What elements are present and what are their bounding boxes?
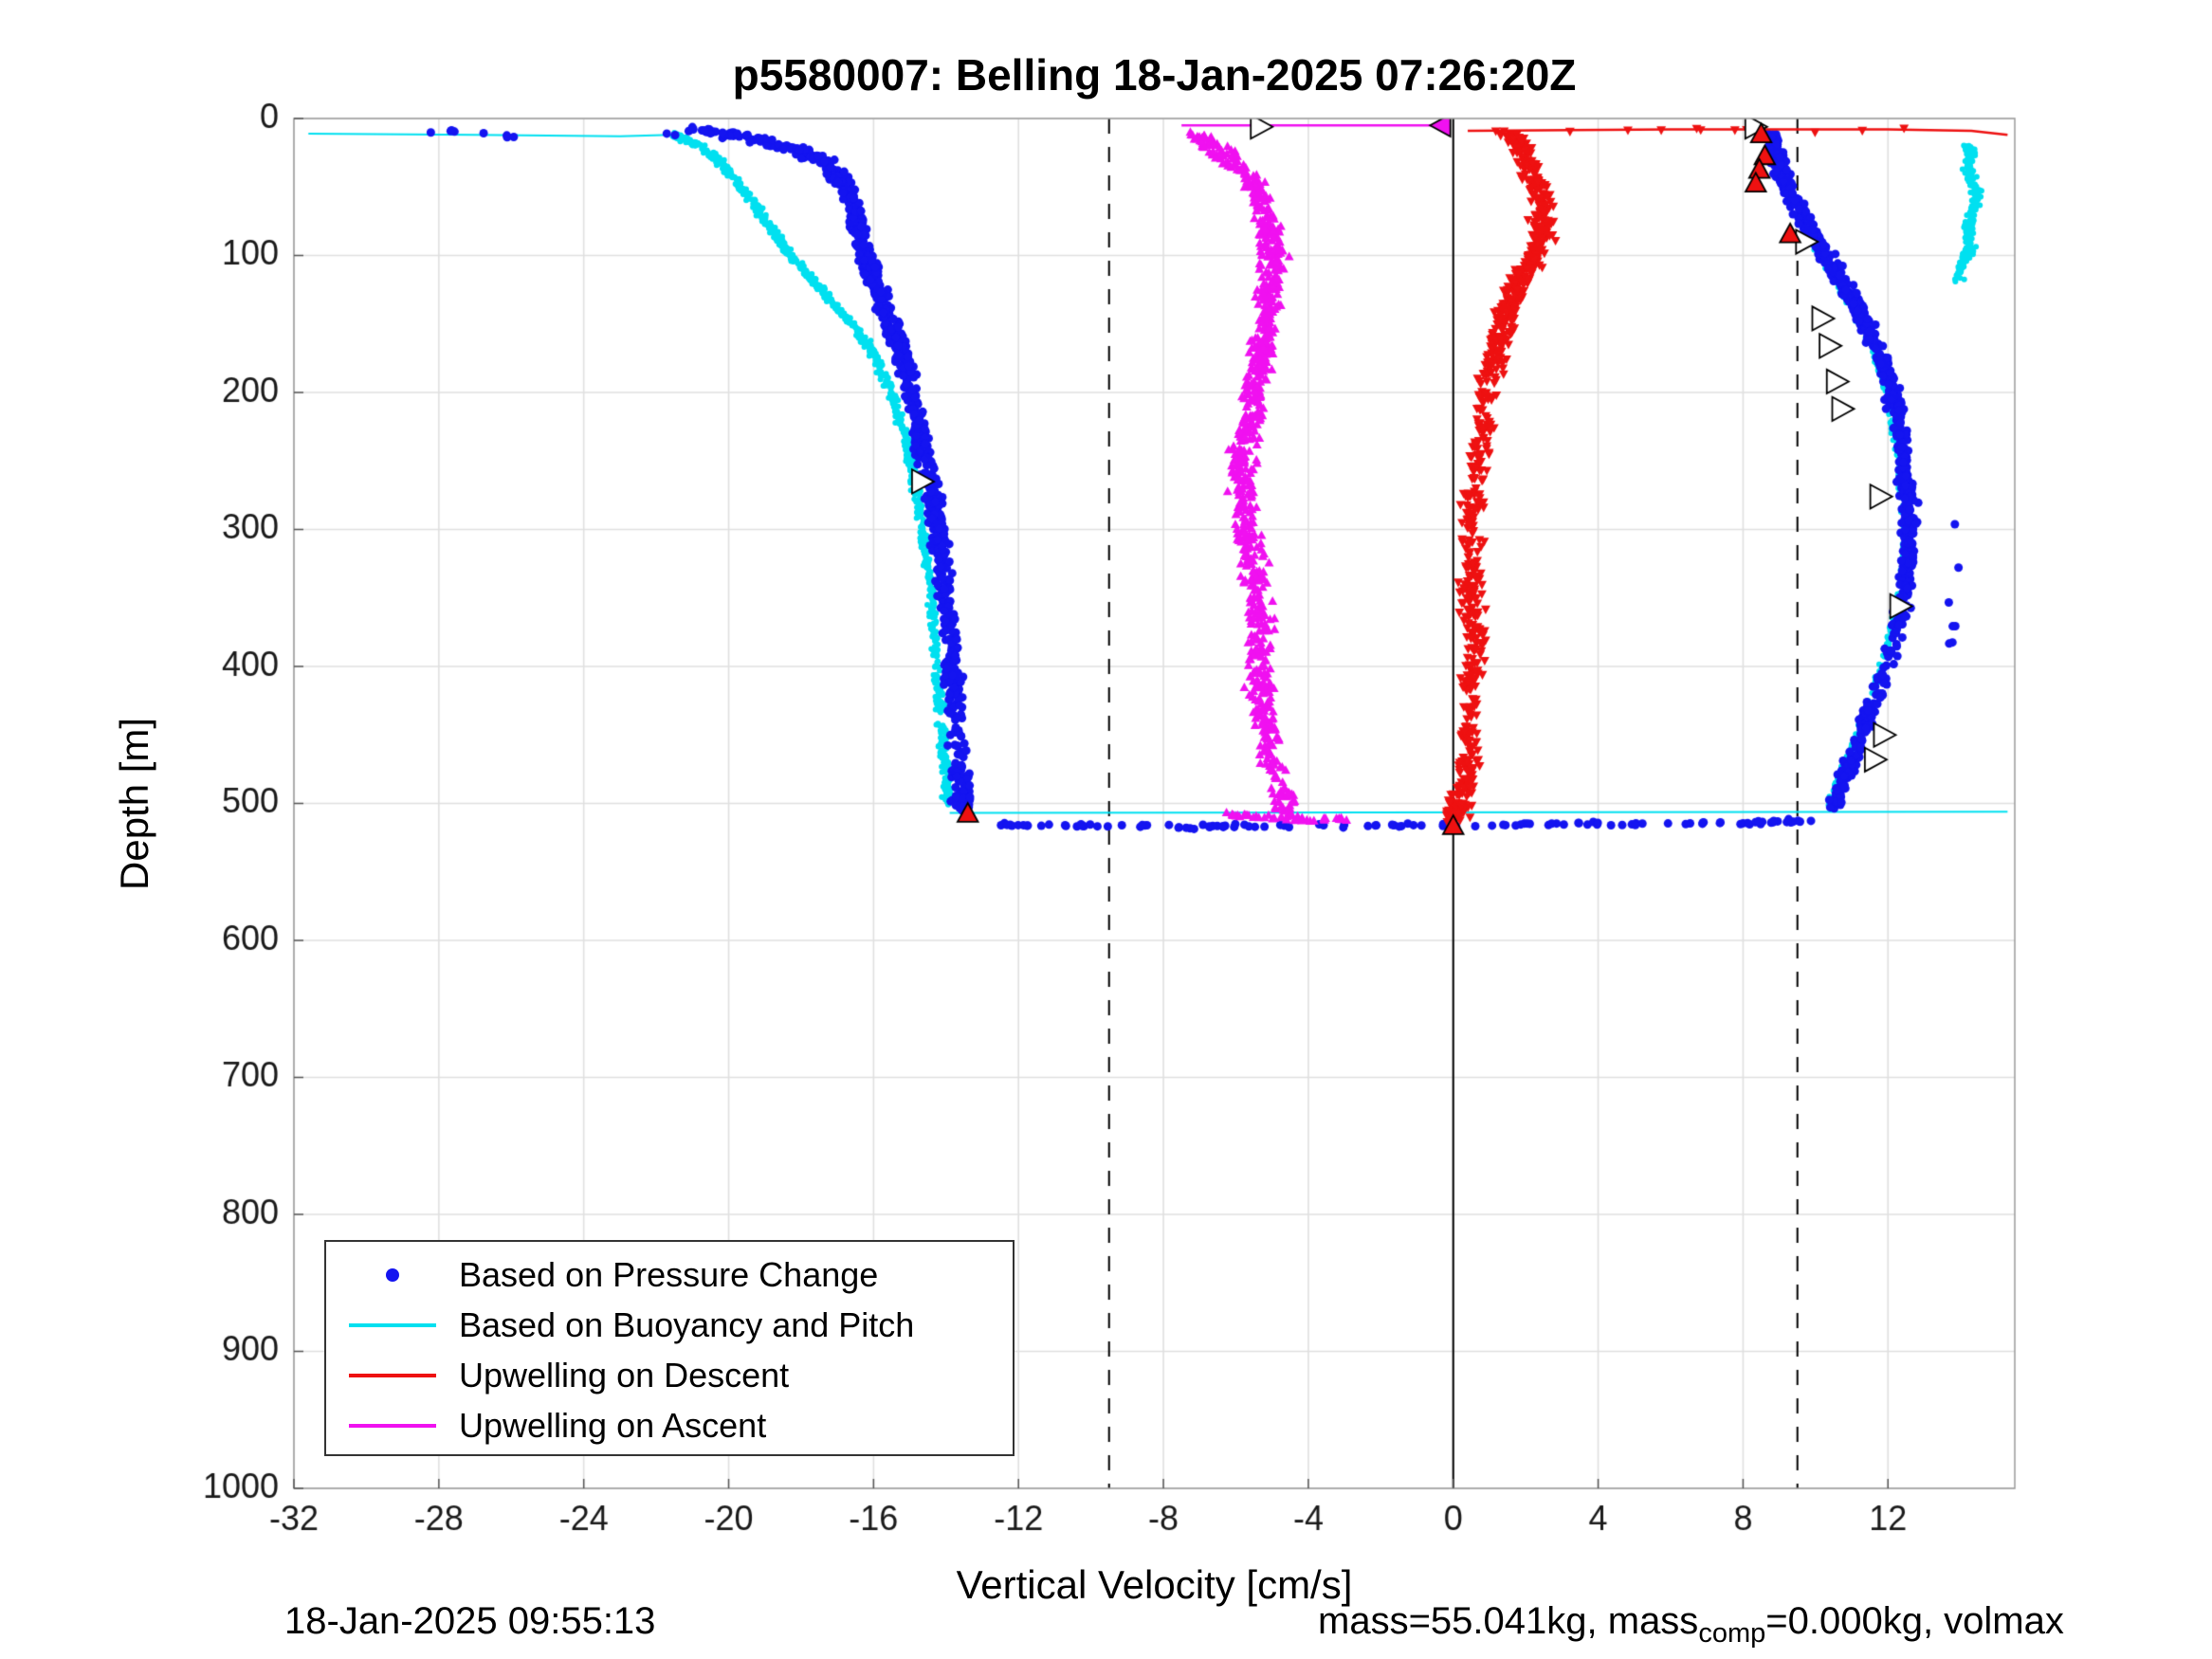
mass-subscript: comp	[1698, 1618, 1766, 1649]
mass-text-2: =0.000kg, volmax	[1765, 1600, 2064, 1642]
chart-title: p5580007: Belling 18-Jan-2025 07:26:20Z	[732, 50, 1577, 100]
mass-text: mass=55.041kg, mass	[1318, 1600, 1699, 1642]
legend-marker-line-magenta	[326, 1423, 459, 1428]
legend-label: Upwelling on Ascent	[459, 1405, 767, 1445]
mass-info: mass=55.041kg, masscomp=0.000kg, volmax	[1318, 1600, 2212, 1650]
legend-marker-line-red	[326, 1373, 459, 1377]
plot-timestamp: 18-Jan-2025 09:55:13	[284, 1600, 656, 1642]
y-axis-label: Depth [m]	[112, 717, 156, 891]
legend-label: Upwelling on Descent	[459, 1355, 790, 1395]
legend-label: Based on Buoyancy and Pitch	[459, 1304, 915, 1344]
legend-item-upwelling-descent: Upwelling on Descent	[326, 1350, 1013, 1400]
legend-label: Based on Pressure Change	[459, 1254, 879, 1294]
legend-item-upwelling-ascent: Upwelling on Ascent	[326, 1400, 1013, 1450]
legend-marker-dot	[326, 1267, 459, 1282]
legend-box: Based on Pressure Change Based on Buoyan…	[324, 1240, 1015, 1456]
legend-item-pressure: Based on Pressure Change	[326, 1249, 1013, 1300]
x-axis-label: Vertical Velocity [cm/s]	[956, 1562, 1353, 1607]
legend-item-buoyancy: Based on Buoyancy and Pitch	[326, 1300, 1013, 1350]
legend-marker-line-cyan	[326, 1322, 459, 1327]
